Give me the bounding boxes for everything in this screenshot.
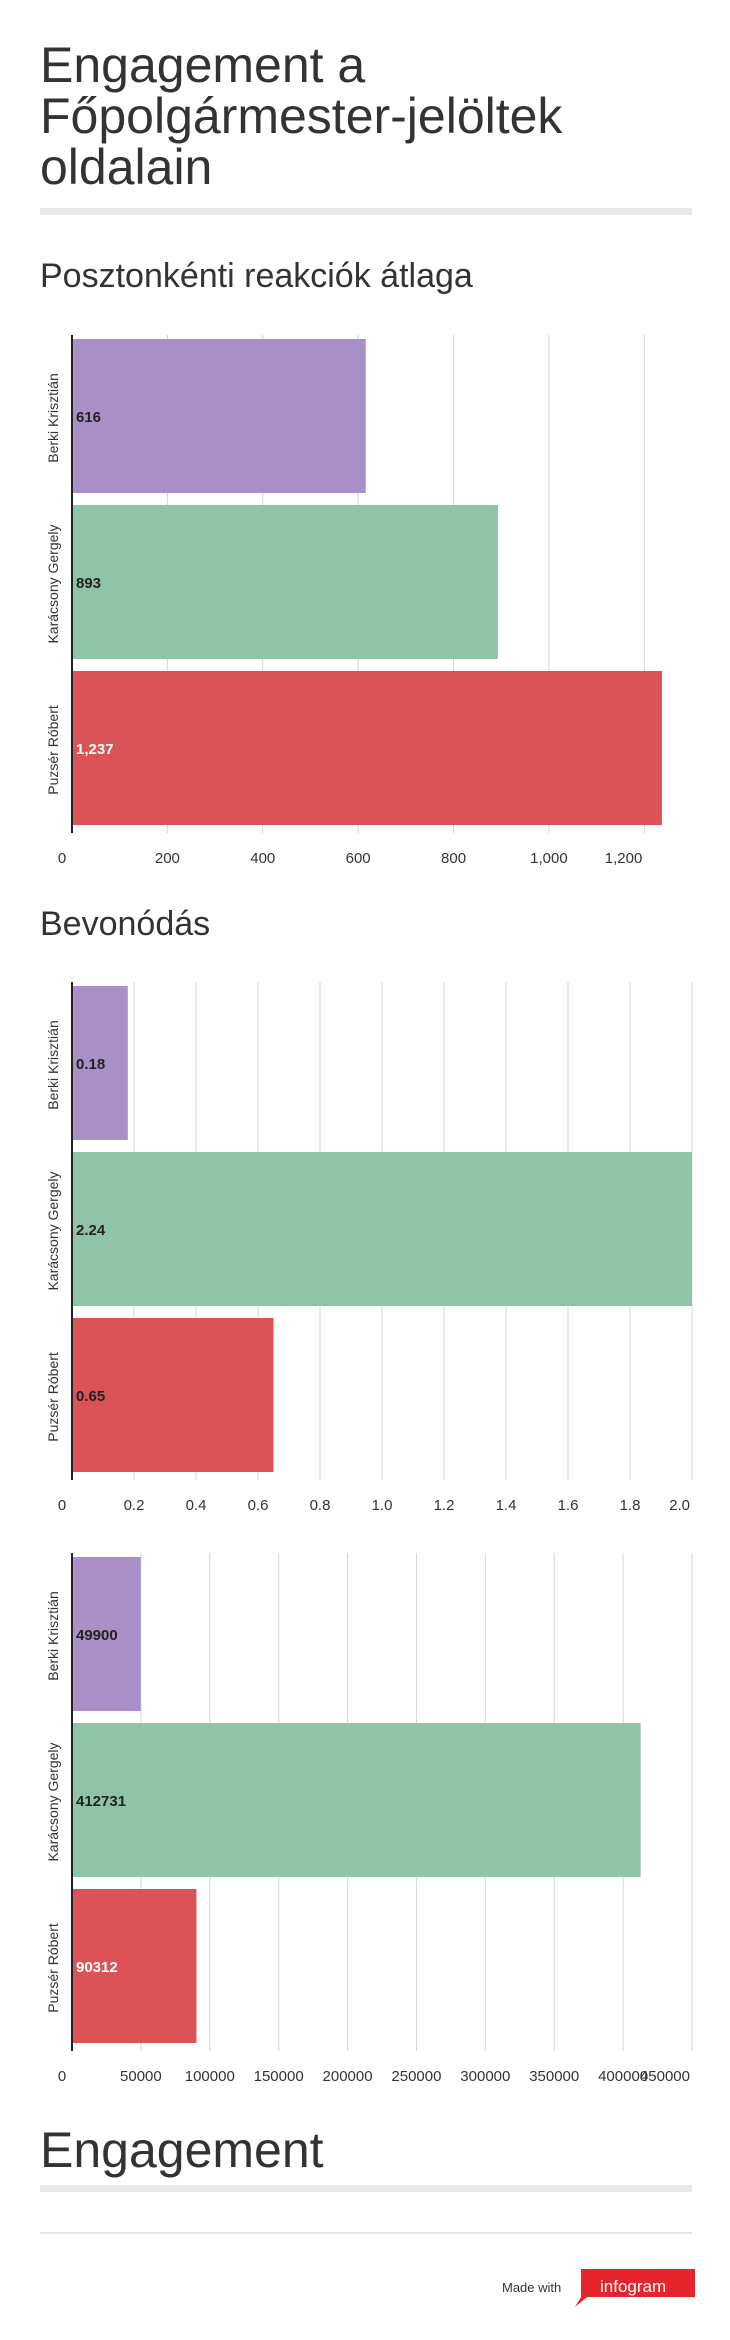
chart-1-title: Posztonkénti reakciók átlaga bbox=[40, 257, 473, 295]
section-divider bbox=[40, 2185, 692, 2192]
bar-karacsony-gergely bbox=[72, 1723, 641, 1877]
title-divider bbox=[40, 208, 692, 215]
category-label: Karácsony Gergely bbox=[45, 1171, 61, 1290]
bar-puzser-robert bbox=[72, 1889, 197, 2043]
infogram-logo-text[interactable]: infogram bbox=[600, 2277, 667, 2296]
category-label: Berki Krisztián bbox=[45, 373, 61, 462]
infogram-logo-badge[interactable] bbox=[575, 2269, 695, 2307]
tick-label: 1.0 bbox=[372, 1497, 393, 1514]
tick-label: 100000 bbox=[185, 2068, 235, 2085]
tick-label: 2.0 bbox=[669, 1497, 690, 1514]
reactions-bar-chart: 616 Berki Krisztián 893 Karácsony Gergely 1,… bbox=[45, 335, 662, 867]
category-label: Puzsér Róbert bbox=[45, 1923, 61, 2013]
data-label: 412731 bbox=[76, 1793, 126, 1810]
data-label: 2.24 bbox=[76, 1222, 106, 1239]
tick-label: 1.4 bbox=[496, 1497, 517, 1514]
tick-label: 350000 bbox=[529, 2068, 579, 2085]
bar-puzser-robert bbox=[72, 1318, 274, 1472]
tick-label: 1,000 bbox=[530, 850, 568, 867]
tick-label: 200000 bbox=[323, 2068, 373, 2085]
tick-label: 0.6 bbox=[248, 1497, 269, 1514]
bar-berki-krisztian bbox=[72, 1557, 141, 1711]
tick-label: 1.8 bbox=[620, 1497, 641, 1514]
tick-label: 1.2 bbox=[434, 1497, 455, 1514]
category-label: Puzsér Róbert bbox=[45, 1352, 61, 1442]
page-title: Engagement a Főpolgármester-jelöltek old… bbox=[40, 37, 563, 195]
tick-label: 150000 bbox=[254, 2068, 304, 2085]
tick-label: 400 bbox=[250, 850, 275, 867]
category-label: Puzsér Róbert bbox=[45, 705, 61, 795]
bar-berki-krisztian bbox=[72, 339, 366, 493]
tick-label: 0 bbox=[58, 2068, 66, 2085]
tick-label: 0 bbox=[58, 850, 66, 867]
category-label: Karácsony Gergely bbox=[45, 1742, 61, 1861]
data-label: 49900 bbox=[76, 1627, 118, 1644]
bar-karacsony-gergely bbox=[72, 505, 498, 659]
tick-label: 250000 bbox=[391, 2068, 441, 2085]
engagement-bar-chart: 0.18 Berki Krisztián 2.24 Karácsony Gergely… bbox=[45, 982, 693, 1514]
tick-label: 200 bbox=[155, 850, 180, 867]
tick-label: 0.8 bbox=[310, 1497, 331, 1514]
infogram-badge-shape bbox=[575, 2269, 695, 2307]
tick-label: 600 bbox=[346, 850, 371, 867]
data-label: 616 bbox=[76, 409, 101, 426]
tick-label: 0 bbox=[58, 1497, 66, 1514]
footer-divider bbox=[40, 2232, 692, 2234]
tick-label: 800 bbox=[441, 850, 466, 867]
category-label: Berki Krisztián bbox=[45, 1591, 61, 1680]
tick-label: 400000 bbox=[598, 2068, 648, 2085]
bar-puzser-robert bbox=[72, 671, 662, 825]
tick-label: 450000 bbox=[640, 2068, 690, 2085]
data-label: 1,237 bbox=[76, 741, 114, 758]
data-label: 893 bbox=[76, 575, 101, 592]
data-label: 0.18 bbox=[76, 1056, 105, 1073]
followers-bar-chart: 49900 Berki Krisztián 412731 Karácsony Gerg… bbox=[45, 1553, 693, 2085]
category-label: Karácsony Gergely bbox=[45, 524, 61, 643]
data-label: 0.65 bbox=[76, 1388, 105, 1405]
tick-label: 50000 bbox=[120, 2068, 162, 2085]
made-with-text: Made with bbox=[502, 2280, 562, 2295]
tick-label: 1.6 bbox=[558, 1497, 579, 1514]
bar-berki-krisztian bbox=[72, 986, 128, 1140]
tick-label: 300000 bbox=[460, 2068, 510, 2085]
bar-karacsony-gergely bbox=[72, 1152, 692, 1306]
section-heading: Engagement bbox=[40, 2122, 324, 2178]
tick-label: 0.2 bbox=[124, 1497, 145, 1514]
data-label: 90312 bbox=[76, 1959, 118, 1976]
tick-label: 0.4 bbox=[186, 1497, 207, 1514]
chart-2-title: Bevonódás bbox=[40, 905, 211, 943]
tick-label: 1,200 bbox=[605, 850, 643, 867]
category-label: Berki Krisztián bbox=[45, 1020, 61, 1109]
